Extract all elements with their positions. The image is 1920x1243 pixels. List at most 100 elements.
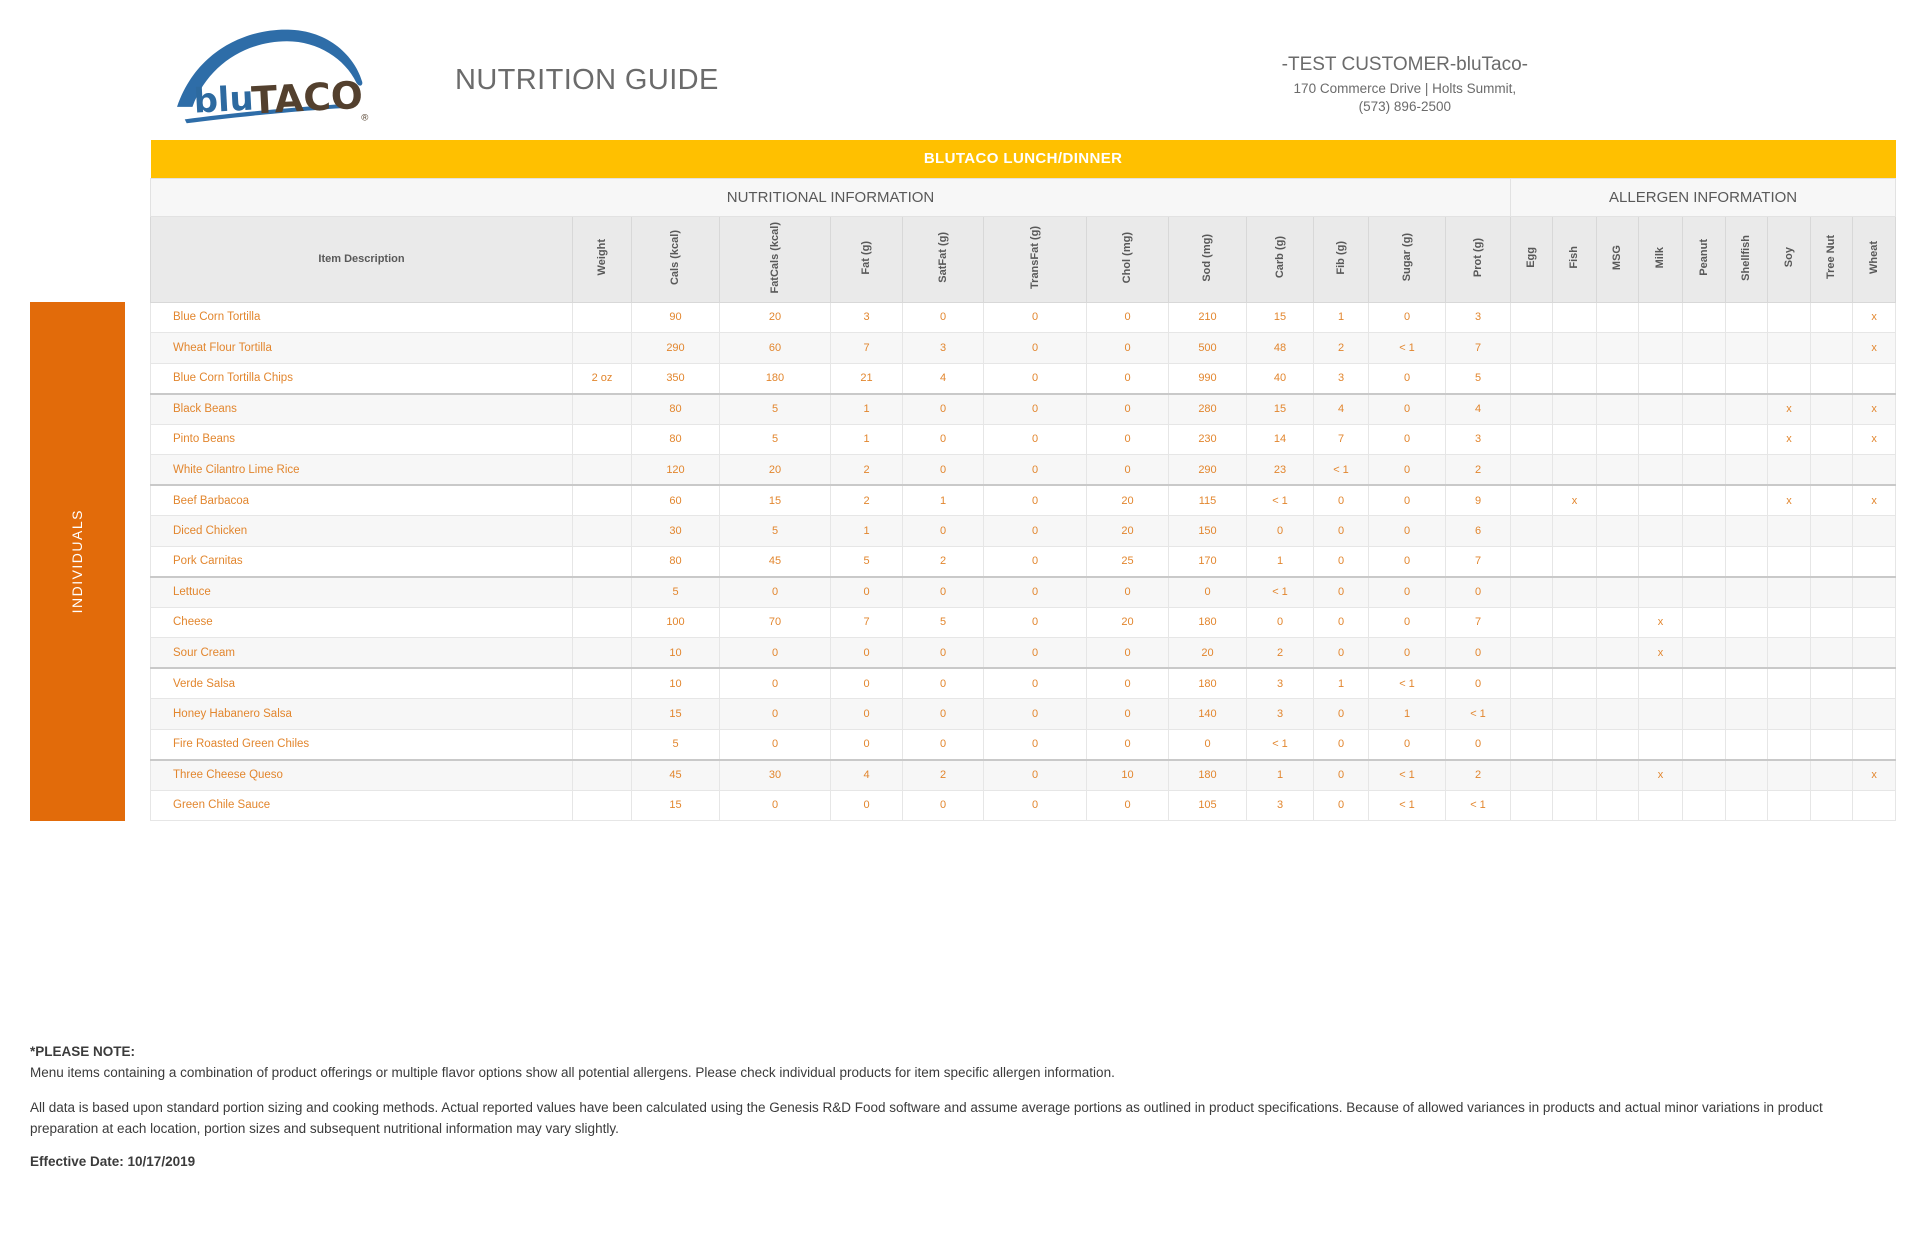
nutrition-value: < 1 (1246, 576, 1314, 608)
nutrition-value: 290 (1168, 454, 1247, 486)
nutrition-value: 180 (1168, 759, 1247, 791)
allergen-flag: x (1851, 332, 1897, 364)
nutrition-value: 3 (830, 301, 903, 333)
col-header-label: Chol (mg) (1121, 231, 1134, 284)
nutrition-table-body: Blue Corn Tortilla 90 20 3 0 0 0 210 15 1 0 3 x Wheat… (150, 301, 1897, 821)
allergen-flag (1596, 698, 1639, 730)
nutrition-value: 20 (719, 301, 831, 333)
allergen-flag (1596, 362, 1639, 395)
nutrition-value: 1 (902, 484, 984, 516)
col-header-fat-g: Fat (g) (830, 215, 903, 303)
col-header-sod-mg: Sod (mg) (1168, 215, 1247, 303)
allergen-flag (1552, 301, 1597, 333)
table-row-honey-habanero-salsa: Honey Habanero Salsa 15 0 0 0 0 0 140 3 0 1 < 1 (150, 698, 1897, 730)
col-header-label: Cals (kcal) (669, 229, 682, 286)
nutrition-value: 0 (1313, 576, 1369, 608)
page-title: NUTRITION GUIDE (455, 64, 719, 96)
nutrition-value: < 1 (1368, 332, 1446, 364)
allergen-flag (1767, 759, 1811, 791)
allergen-flag (1725, 728, 1768, 761)
nutrition-value: 0 (902, 789, 984, 821)
allergen-flag (1638, 667, 1683, 699)
nutrition-value: 0 (983, 301, 1087, 333)
allergen-flag: x (1767, 484, 1811, 516)
nutrition-value: 40 (1246, 362, 1314, 395)
allergen-flag (1510, 393, 1553, 425)
allergen-flag: x (1851, 484, 1897, 516)
nutrition-value: < 1 (1368, 667, 1446, 699)
col-header-satfat-g: SatFat (g) (902, 215, 984, 303)
col-header-egg: Egg (1510, 215, 1553, 303)
col-header-label: Fat (g) (860, 240, 873, 275)
allergen-flag (1596, 759, 1639, 791)
item-name: Blue Corn Tortilla Chips (150, 362, 573, 395)
allergen-flag (1851, 515, 1897, 547)
nutrition-value: 90 (631, 301, 720, 333)
nutrition-value: 4 (830, 759, 903, 791)
allergen-flag (1596, 484, 1639, 516)
nutrition-value: 0 (983, 576, 1087, 608)
table-row-sour-cream: Sour Cream 10 0 0 0 0 0 20 2 0 0 0 x (150, 637, 1897, 669)
allergen-flag (1682, 362, 1726, 395)
nutrition-value: 170 (1168, 545, 1247, 578)
nutrition-value: 1 (1368, 698, 1446, 730)
allergen-flag (1851, 606, 1897, 638)
nutrition-value: 1 (830, 423, 903, 455)
item-name: Lettuce (150, 576, 573, 608)
allergen-flag (1510, 637, 1553, 669)
nutrition-value: 2 (902, 759, 984, 791)
allergen-flag (1638, 393, 1683, 425)
allergen-flag: x (1851, 393, 1897, 425)
nutrition-value: 180 (1168, 606, 1247, 638)
nutrition-value: 0 (902, 423, 984, 455)
col-header-fatcals-kcal: FatCals (kcal) (719, 215, 831, 303)
col-header-label: Fib (g) (1334, 240, 1347, 275)
weight-value (572, 423, 632, 455)
weight-value (572, 606, 632, 638)
nutrition-value: 0 (1086, 332, 1169, 364)
nutrition-value: 60 (719, 332, 831, 364)
nutrition-value: 0 (1086, 698, 1169, 730)
allergen-flag: x (1638, 759, 1683, 791)
allergen-flag (1552, 332, 1597, 364)
allergen-flag (1682, 484, 1726, 516)
nutrition-value: 0 (1313, 545, 1369, 578)
nutrition-value: 0 (983, 728, 1087, 761)
col-header-label: Sod (mg) (1201, 233, 1214, 282)
col-header-chol-mg: Chol (mg) (1086, 215, 1169, 303)
nutrition-value: 7 (830, 332, 903, 364)
allergen-flag (1552, 728, 1597, 761)
nutrition-value: 5 (631, 576, 720, 608)
table-row-diced-chicken: Diced Chicken 30 5 1 0 0 20 150 0 0 0 6 (150, 515, 1897, 547)
nutrition-value: 0 (1086, 393, 1169, 425)
nutrition-value: 7 (1313, 423, 1369, 455)
allergen-flag (1851, 454, 1897, 486)
blutaco-logo-graphic: blu TACO ® (177, 29, 368, 123)
allergen-flag (1510, 698, 1553, 730)
nutrition-value: 0 (1368, 393, 1446, 425)
nutrition-value: 0 (1368, 606, 1446, 638)
nutrition-value: 0 (1313, 484, 1369, 516)
col-header-label: MSG (1611, 244, 1624, 271)
nutrition-value: 0 (1368, 484, 1446, 516)
nutrition-value: 20 (1086, 484, 1169, 516)
allergen-flag (1810, 454, 1853, 486)
allergen-flag (1725, 301, 1768, 333)
weight-value (572, 667, 632, 699)
col-header-label: Sugar (g) (1400, 233, 1413, 282)
allergen-flag (1810, 698, 1853, 730)
allergen-flag (1682, 301, 1726, 333)
nutrition-value: 3 (1246, 667, 1314, 699)
nutrition-value: 100 (631, 606, 720, 638)
allergen-flag (1810, 606, 1853, 638)
nutrition-value: 7 (1445, 332, 1511, 364)
nutrition-value: < 1 (1445, 789, 1511, 821)
col-header-label: Peanut (1697, 239, 1710, 276)
nutrition-value: 2 (830, 454, 903, 486)
col-header-label: TransFat (g) (1028, 226, 1041, 289)
col-header-cals-kcal: Cals (kcal) (631, 215, 720, 303)
nutrition-value: 2 (830, 484, 903, 516)
nutrition-value: 0 (1313, 637, 1369, 669)
allergen-flag (1851, 728, 1897, 761)
menu-banner: BLUTACO LUNCH/DINNER (150, 140, 1896, 178)
